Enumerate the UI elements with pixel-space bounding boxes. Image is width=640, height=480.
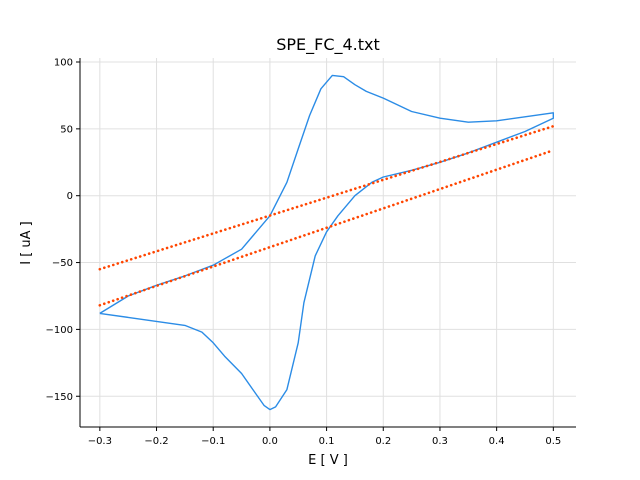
y-tick-label: 100 (54, 58, 73, 69)
x-ticks: −0.3 −0.2 −0.1 0.0 0.1 0.2 0.3 0.4 0.5 (88, 427, 561, 447)
x-tick-label: −0.3 (88, 436, 112, 447)
x-tick-label: 0.4 (489, 436, 505, 447)
baseline-line-1 (98, 124, 555, 271)
x-tick-label: −0.1 (201, 436, 225, 447)
gridlines (80, 58, 576, 427)
x-tick-label: 0.5 (545, 436, 561, 447)
chart-title: SPE_FC_4.txt (276, 35, 380, 55)
x-tick-label: 0.0 (262, 436, 278, 447)
x-tick-label: 0.3 (432, 436, 448, 447)
y-ticks: −150 −100 −50 0 50 100 (46, 58, 80, 403)
x-tick-label: 0.1 (319, 436, 335, 447)
cv-curve (99, 74, 554, 411)
x-tick-label: 0.2 (375, 436, 391, 447)
y-tick-label: −50 (52, 258, 73, 269)
baseline-line-2 (98, 149, 555, 307)
y-tick-label: 50 (60, 124, 73, 135)
x-axis-label: E [ V ] (308, 453, 348, 468)
y-tick-label: −150 (46, 392, 73, 403)
y-tick-label: −100 (46, 325, 73, 336)
plot-lines (98, 74, 555, 411)
axes (79, 58, 576, 428)
x-tick-label: −0.2 (144, 436, 168, 447)
y-tick-label: 0 (67, 191, 73, 202)
y-axis-label: I [ uA ] (19, 221, 34, 265)
